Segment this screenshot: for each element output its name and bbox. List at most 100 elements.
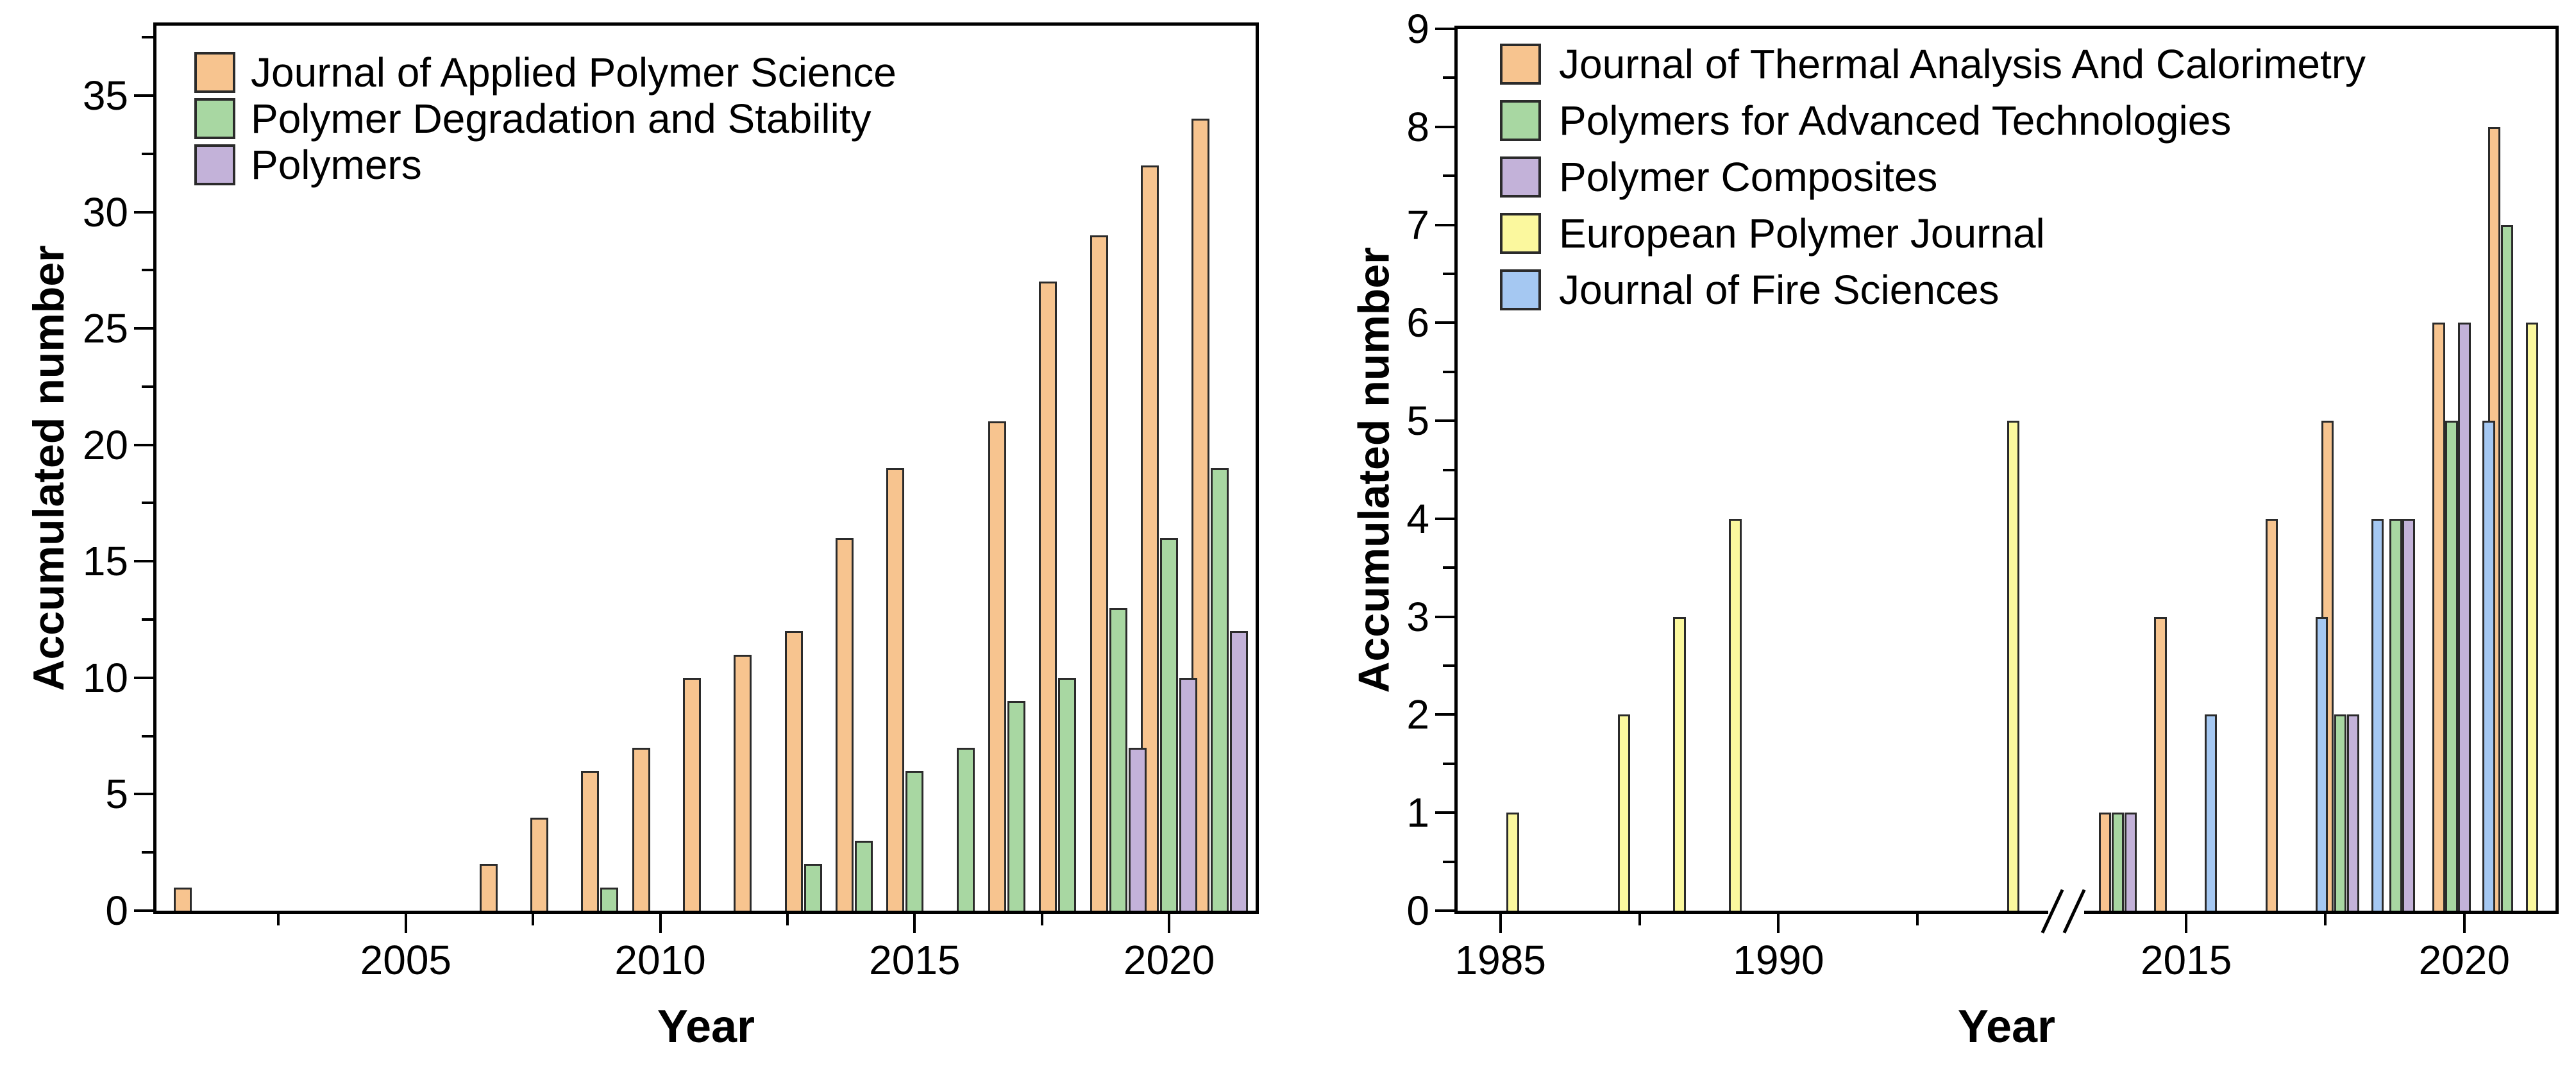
y-major-tick [134, 560, 153, 563]
legend-item: European Polymer Journal [1500, 205, 2366, 262]
bar-polymer-degradation-and-stability-2016 [956, 747, 975, 911]
x-major-tick [2185, 914, 2188, 933]
bar-polymers-for-advanced-technologies-2018 [2334, 714, 2347, 911]
y-tick-label: 8 [1406, 103, 1429, 150]
bar-european-polymer-journal-1994 [2007, 421, 2020, 911]
y-tick-label: 7 [1406, 201, 1429, 248]
x-minor-tick [1638, 914, 1641, 925]
y-tick-label: 5 [105, 771, 128, 818]
y-tick-label: 10 [82, 654, 128, 701]
bar-polymer-degradation-and-stability-2019 [1109, 607, 1127, 911]
x-minor-tick [277, 914, 280, 925]
y-minor-tick [1443, 566, 1454, 569]
x-axis-title: Year [657, 1001, 755, 1052]
y-tick-label: 35 [82, 72, 128, 119]
y-minor-tick [142, 385, 153, 388]
bar-journal-of-fire-sciences-2017 [2315, 616, 2328, 911]
y-minor-tick [1443, 860, 1454, 863]
x-tick-label: 1990 [1733, 937, 1824, 983]
x-major-tick [1777, 914, 1780, 933]
bar-polymer-degradation-and-stability-2009 [600, 887, 619, 911]
y-tick-label: 4 [1406, 495, 1429, 542]
y-minor-tick [142, 269, 153, 272]
y-minor-tick [1443, 76, 1454, 80]
y-tick-label: 5 [1406, 398, 1429, 444]
bar-journal-of-applied-polymer-science-2014 [835, 537, 854, 911]
legend-item: Polymers [194, 142, 897, 188]
bar-journal-of-applied-polymer-science-2010 [632, 747, 650, 911]
bar-polymer-degradation-and-stability-2021 [1211, 468, 1229, 911]
y-tick-label: 0 [105, 888, 128, 934]
y-major-tick [134, 94, 153, 97]
bar-polymer-composites-2018 [2346, 714, 2360, 911]
bar-journal-of-applied-polymer-science-2009 [581, 771, 600, 911]
y-minor-tick [1443, 468, 1454, 471]
bar-polymer-degradation-and-stability-2017 [1007, 701, 1026, 911]
bar-polymers-for-advanced-technologies-2020 [2445, 421, 2458, 911]
bar-journal-of-fire-sciences-2018 [2371, 518, 2384, 911]
bar-journal-of-fire-sciences-2020 [2482, 421, 2495, 911]
y-major-tick [1435, 909, 1454, 912]
bar-journal-of-applied-polymer-science-2017 [988, 421, 1007, 911]
bar-polymer-composites-2020 [2458, 323, 2471, 911]
bar-journal-of-applied-polymer-science-2018 [1039, 282, 1057, 911]
y-tick-label: 0 [1406, 888, 1429, 934]
legend-item-label: Polymer Degradation and Stability [251, 96, 871, 142]
x-major-tick [659, 914, 662, 933]
bar-journal-of-applied-polymer-science-2015 [886, 468, 905, 911]
legend-item: Polymers for Advanced Technologies [1500, 92, 2366, 149]
bar-polymer-degradation-and-stability-2015 [905, 771, 924, 911]
x-tick-label: 2005 [360, 937, 451, 983]
legend: Journal of Applied Polymer Science Polyme… [194, 49, 897, 188]
legend-swatch [194, 52, 235, 93]
plot-area: 0 5 10 15 20 25 30 35 2005 2010 2015 2020 Journal of… [83, 22, 1259, 983]
y-minor-tick [1443, 762, 1454, 765]
y-major-tick [1435, 125, 1454, 128]
y-minor-tick [142, 734, 153, 738]
y-tick-label: 15 [82, 538, 128, 585]
legend-item-label: Polymer Composites [1559, 154, 1938, 200]
legend-item: Journal of Fire Sciences [1500, 262, 2366, 318]
x-tick-label: 2020 [1123, 937, 1215, 983]
legend-swatch [194, 98, 235, 139]
y-major-tick [134, 443, 153, 446]
legend-item-label: Journal of Fire Sciences [1559, 267, 1999, 313]
bar-polymers-2019 [1128, 747, 1147, 911]
y-major-tick [1435, 28, 1454, 30]
legend-swatch [1500, 269, 1541, 310]
y-tick-label: 1 [1406, 789, 1429, 836]
x-minor-tick [2323, 914, 2327, 925]
bar-polymer-composites-2019 [2402, 518, 2415, 911]
y-axis-title: Accumulated number [24, 245, 73, 691]
x-major-tick [913, 914, 916, 933]
y-major-tick [1435, 615, 1454, 618]
y-major-tick [1435, 223, 1454, 226]
chart-left: 0 5 10 15 20 25 30 35 2005 2010 2015 2020 Journal of… [0, 0, 1283, 1071]
bar-european-polymer-journal-1988 [1673, 616, 1686, 911]
bar-journal-of-thermal-analysis-and-calorimetry-2017 [2265, 518, 2278, 911]
legend-item: Polymer Composites [1500, 149, 2366, 205]
x-tick-label: 2020 [2418, 937, 2510, 983]
legend-item: Polymer Degradation and Stability [194, 96, 897, 142]
x-tick-label: 2015 [869, 937, 961, 983]
bar-journal-of-applied-polymer-science-2019 [1090, 235, 1108, 911]
bar-polymers-2021 [1230, 631, 1249, 911]
y-major-tick [1435, 517, 1454, 520]
bar-european-polymer-journal-1985 [1506, 813, 1519, 911]
y-minor-tick [142, 36, 153, 39]
x-minor-tick [1040, 914, 1043, 925]
x-tick-label: 2015 [2140, 937, 2232, 983]
x-minor-tick [1916, 914, 1919, 925]
bar-polymers-2020 [1179, 677, 1198, 911]
y-tick-label: 9 [1406, 6, 1429, 52]
bar-european-polymer-journal-1989 [1729, 518, 1742, 911]
bar-polymer-composites-2014 [2124, 813, 2137, 911]
x-minor-tick [532, 914, 535, 925]
x-tick-label: 1985 [1454, 937, 1546, 983]
bar-journal-of-applied-polymer-science-2001 [174, 887, 192, 911]
bar-journal-of-fire-sciences-2015 [2204, 714, 2218, 911]
bar-journal-of-applied-polymer-science-2008 [530, 817, 548, 911]
bar-journal-of-thermal-analysis-and-calorimetry-2014 [2098, 813, 2112, 911]
y-axis-title: Accumulated number [1349, 247, 1399, 693]
